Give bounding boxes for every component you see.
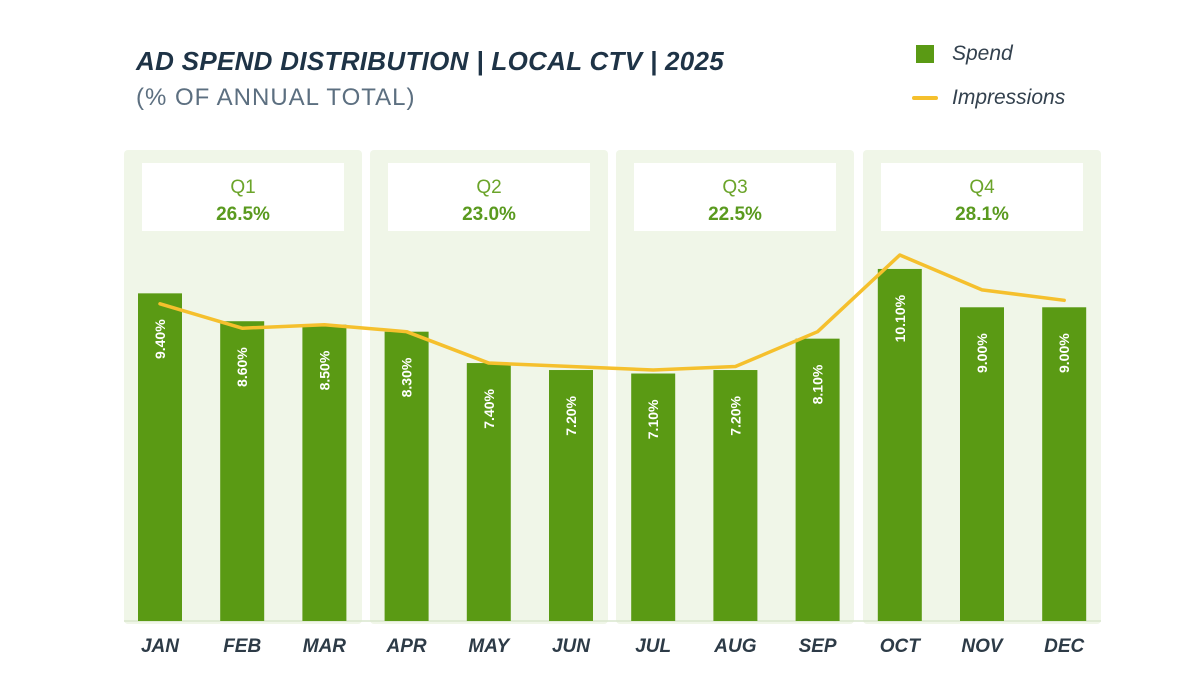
bar-spend-dec [1042,307,1087,621]
bar-spend-aug [713,370,758,621]
chart-title: AD SPEND DISTRIBUTION | LOCAL CTV | 2025 [136,46,725,76]
quarter-header-q2 [388,163,590,231]
bar-value-label: 8.30% [399,357,415,397]
x-tick-label: AUG [713,636,756,657]
legend-impressions-label: Impressions [952,86,1066,109]
bar-value-label: 10.10% [892,294,908,342]
bar-value-label: 7.20% [563,395,579,435]
legend-spend-swatch [916,45,934,63]
impressions-line [158,253,1066,372]
legend-impressions-line [912,96,938,100]
quarter-share: 26.5% [216,204,270,225]
bar-spend-may [466,363,511,621]
quarter-name: Q3 [722,177,747,198]
bar-value-label: 9.00% [974,333,990,373]
quarter-share: 28.1% [955,204,1009,225]
quarter-header-q1 [142,163,344,231]
x-tick-label: JUN [552,636,591,657]
quarter-share: 23.0% [462,204,516,225]
chart-subtitle: (% OF ANNUAL TOTAL) [136,84,416,111]
bar-spend-oct [877,268,922,621]
bar-value-label: 7.20% [727,395,743,435]
legend-item-impressions: Impressions [912,82,1065,114]
bar-value-label: 7.40% [481,389,497,429]
bar-value-label: 9.00% [1056,333,1072,373]
x-tick-label: MAY [468,636,511,657]
quarter-share: 22.5% [708,204,762,225]
x-tick-label: MAR [303,636,347,657]
bar-spend-jul [631,373,676,621]
x-tick-label: DEC [1044,636,1084,657]
legend-spend-label: Spend [952,42,1013,65]
bar-value-label: 7.10% [645,399,661,439]
bar-spend-mar [302,324,347,621]
bar-value-label: 9.40% [152,319,168,359]
x-tick-label: FEB [223,636,261,657]
x-tick-label: NOV [961,636,1004,657]
bar-spend-sep [795,338,840,621]
bar-value-label: 8.60% [234,347,250,387]
quarter-name: Q2 [476,177,501,198]
quarter-name: Q4 [969,177,995,198]
bar-spend-apr [384,331,429,621]
bar-value-label: 8.10% [810,364,826,404]
x-tick-label: OCT [880,636,922,657]
bar-value-label: 8.50% [316,350,332,390]
quarter-name: Q1 [230,177,255,198]
bar-spend-jun [549,370,593,621]
quarter-header-q4 [881,163,1083,231]
x-tick-label: APR [386,636,427,657]
bar-spend-feb [220,321,265,621]
bar-spend-jan [138,293,182,621]
quarter-header-q3 [634,163,836,231]
x-tick-label: JAN [141,636,180,657]
legend-item-spend: Spend [912,38,1065,70]
legend: Spend Impressions [912,38,1065,126]
x-tick-label: SEP [799,636,837,657]
bar-spend-nov [960,307,1004,621]
x-tick-label: JUL [635,636,671,657]
